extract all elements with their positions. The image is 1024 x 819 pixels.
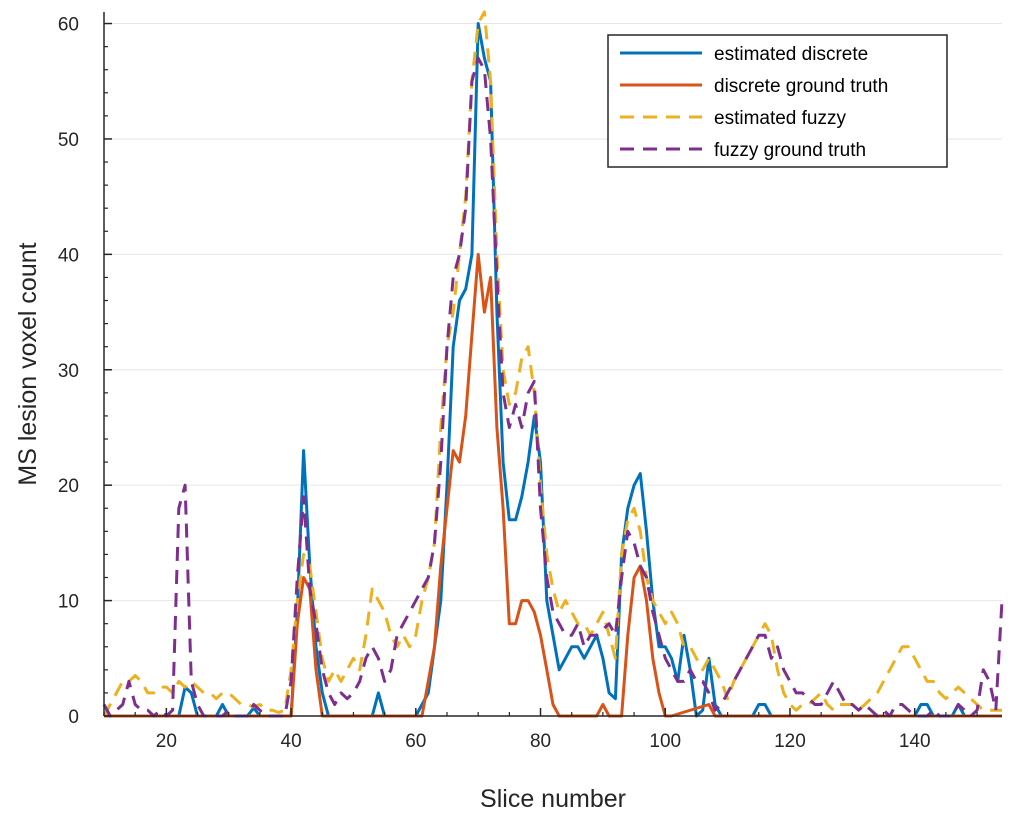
x-axis-title: Slice number <box>480 785 626 813</box>
legend-label: estimated fuzzy <box>714 108 846 129</box>
x-tick-label: 20 <box>156 731 177 752</box>
y-axis-title: MS lesion voxel count <box>14 242 42 485</box>
y-tick-label: 0 <box>68 707 79 728</box>
x-tick-label: 60 <box>405 731 426 752</box>
legend-label: discrete ground truth <box>714 76 888 97</box>
y-tick-label: 30 <box>58 361 79 382</box>
x-tick-label: 80 <box>530 731 551 752</box>
y-tick-label: 10 <box>58 592 79 613</box>
y-tick-label: 20 <box>58 476 79 497</box>
x-tick-label: 100 <box>649 731 681 752</box>
x-tick-label: 40 <box>281 731 302 752</box>
x-tick-label: 120 <box>774 731 806 752</box>
y-tick-label: 60 <box>58 15 79 36</box>
gridlines <box>104 23 1002 602</box>
y-tick-label: 40 <box>58 245 79 266</box>
tick-group: 20 40 60 80 100 120 140 0 10 20 30 40 50 60 <box>58 15 978 752</box>
legend-box <box>607 34 948 168</box>
y-tick-label: 50 <box>58 130 79 151</box>
legend: estimated discrete discrete ground truth e… <box>607 34 948 168</box>
series-line-2 <box>104 252 1002 718</box>
legend-label: estimated discrete <box>714 44 868 65</box>
legend-label: fuzzy ground truth <box>714 140 866 161</box>
x-tick-label: 140 <box>899 731 931 752</box>
